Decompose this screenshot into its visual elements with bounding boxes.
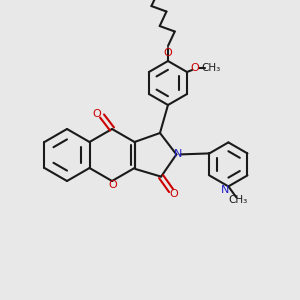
Text: O: O	[191, 63, 200, 73]
Text: CH₃: CH₃	[229, 195, 248, 206]
Text: CH₃: CH₃	[201, 63, 221, 73]
Text: O: O	[170, 189, 178, 199]
Text: O: O	[93, 109, 101, 119]
Text: N: N	[221, 185, 230, 195]
Text: O: O	[164, 48, 172, 58]
Text: N: N	[174, 149, 183, 159]
Text: O: O	[109, 180, 117, 190]
